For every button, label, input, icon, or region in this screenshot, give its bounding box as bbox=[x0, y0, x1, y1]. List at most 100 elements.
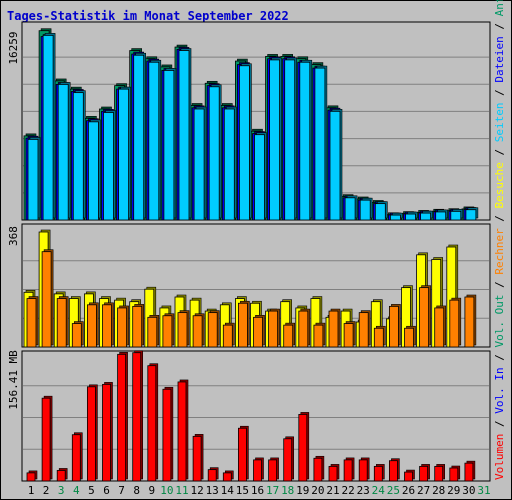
x-tick-label: 27 bbox=[417, 484, 430, 497]
legend: Volumen / Vol. In / Vol. Out / Rechner /… bbox=[493, 0, 506, 480]
x-tick-label: 12 bbox=[190, 484, 203, 497]
bar-rechner bbox=[26, 298, 37, 348]
x-tick-label: 19 bbox=[296, 484, 309, 497]
bar-seiten bbox=[163, 70, 175, 221]
bar-volumen bbox=[253, 459, 262, 482]
bar-volumen bbox=[117, 353, 126, 482]
bar-volumen bbox=[207, 469, 217, 482]
bar-volumen bbox=[56, 470, 66, 482]
bar-rechner bbox=[253, 316, 263, 348]
bar-volumen bbox=[268, 459, 278, 482]
bar-seiten bbox=[420, 212, 432, 221]
bar-seiten bbox=[450, 210, 462, 221]
bar-volumen bbox=[177, 381, 187, 482]
bar-rechner bbox=[434, 307, 445, 348]
x-tick-label: 11 bbox=[175, 484, 188, 497]
x-tick-label: 20 bbox=[311, 484, 324, 497]
bar-rechner bbox=[71, 323, 82, 348]
bar-volumen bbox=[404, 471, 413, 482]
bar-rechner bbox=[358, 312, 369, 348]
legend-item: / bbox=[493, 83, 506, 103]
bar-volumen bbox=[132, 352, 142, 482]
bar-seiten bbox=[389, 214, 401, 221]
legend-item: Vol. In bbox=[493, 367, 506, 413]
x-tick-label: 1 bbox=[28, 484, 35, 497]
x-tick-label: 29 bbox=[447, 484, 460, 497]
bar-volumen bbox=[283, 438, 293, 482]
x-tick-label: 7 bbox=[118, 484, 125, 497]
legend-item: Volumen bbox=[493, 434, 506, 480]
x-tick-label: 8 bbox=[133, 484, 140, 497]
x-tick-label: 25 bbox=[387, 484, 400, 497]
bar-volumen bbox=[298, 414, 308, 482]
bar-rechner bbox=[56, 298, 67, 348]
bar-volumen bbox=[388, 460, 398, 482]
x-tick-label: 2 bbox=[43, 484, 50, 497]
bar-rechner bbox=[222, 324, 233, 348]
bar-rechner bbox=[162, 315, 173, 348]
bar-rechner bbox=[147, 316, 158, 348]
bar-seiten bbox=[344, 197, 356, 221]
bar-seiten bbox=[57, 84, 69, 221]
bar-rechner bbox=[117, 307, 127, 348]
bar-seiten bbox=[133, 54, 145, 221]
legend-item: Vol. Out bbox=[493, 295, 506, 348]
bar-volumen bbox=[434, 465, 444, 482]
bar-rechner bbox=[298, 310, 309, 348]
x-tick-label: 3 bbox=[58, 484, 65, 497]
bar-rechner bbox=[328, 310, 339, 348]
bar-rechner bbox=[207, 312, 218, 348]
bar-volumen bbox=[313, 457, 323, 482]
bar-rechner bbox=[464, 296, 475, 348]
bar-volumen bbox=[328, 465, 338, 482]
x-tick-label: 28 bbox=[432, 484, 445, 497]
x-tick-label: 13 bbox=[206, 484, 219, 497]
bar-volumen bbox=[147, 365, 157, 482]
bar-volumen bbox=[222, 472, 232, 482]
x-tick-label: 15 bbox=[236, 484, 249, 497]
bar-seiten bbox=[148, 61, 160, 221]
bar-volumen bbox=[162, 388, 172, 482]
bar-rechner bbox=[419, 287, 430, 348]
bar-rechner bbox=[132, 305, 143, 348]
bar-seiten bbox=[42, 34, 54, 221]
bar-volumen bbox=[41, 397, 51, 482]
bar-seiten bbox=[269, 59, 281, 221]
bar-seiten bbox=[254, 134, 265, 221]
bar-seiten bbox=[72, 92, 84, 221]
x-tick-label: 21 bbox=[326, 484, 339, 497]
bar-seiten bbox=[405, 213, 416, 221]
bar-seiten bbox=[208, 86, 220, 221]
bar-volumen bbox=[464, 462, 474, 482]
bar-seiten bbox=[178, 50, 190, 221]
bar-seiten bbox=[435, 211, 447, 221]
legend-item: Rechner bbox=[493, 228, 506, 275]
x-tick-label: 14 bbox=[221, 484, 235, 497]
x-tick-label: 26 bbox=[402, 484, 415, 497]
y-max-label-volume: 156.41 MB bbox=[7, 350, 20, 410]
x-tick-label: 22 bbox=[341, 484, 354, 497]
x-tick-label: 10 bbox=[160, 484, 173, 497]
bar-rechner bbox=[343, 323, 354, 348]
bar-seiten bbox=[299, 61, 311, 221]
bar-rechner bbox=[449, 299, 460, 348]
x-tick-label: 24 bbox=[372, 484, 386, 497]
bar-seiten bbox=[359, 199, 371, 221]
bar-rechner bbox=[237, 302, 248, 348]
bar-seiten bbox=[103, 112, 114, 221]
bar-rechner bbox=[373, 327, 384, 348]
x-tick-label: 23 bbox=[357, 484, 370, 497]
bar-volumen bbox=[71, 434, 81, 482]
legend-item: Dateien bbox=[493, 36, 506, 82]
legend-item: / bbox=[493, 208, 506, 228]
bar-seiten bbox=[314, 67, 326, 221]
bar-volumen bbox=[192, 435, 202, 482]
bar-rechner bbox=[388, 305, 399, 348]
bar-seiten bbox=[27, 138, 39, 221]
y-max-label-visits: 368 bbox=[7, 226, 20, 246]
x-tick-label: 31 bbox=[477, 484, 490, 497]
bar-seiten bbox=[193, 108, 205, 221]
bar-rechner bbox=[41, 251, 52, 348]
bar-rechner bbox=[192, 315, 203, 348]
